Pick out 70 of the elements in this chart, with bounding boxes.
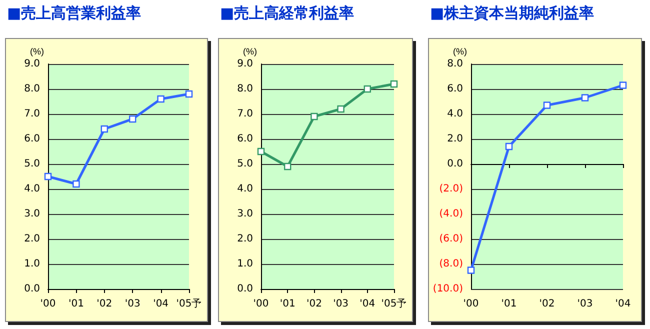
x-tick-label: '03	[577, 298, 593, 310]
y-tick-label: 4.0	[237, 184, 253, 194]
point	[157, 95, 164, 103]
point	[337, 105, 344, 113]
y-tick-label: 2.0	[237, 234, 253, 244]
y-tick-label: (4.0)	[439, 208, 464, 220]
y-tick-label: 4.0	[447, 108, 463, 120]
x-tick-label: '03	[124, 298, 140, 310]
point	[364, 85, 371, 93]
point	[619, 82, 627, 89]
y-tick-label: 8.0	[24, 84, 40, 94]
point	[390, 80, 398, 88]
y-tick-label: 0.0	[447, 158, 463, 170]
x-tick-label: '02	[539, 298, 555, 310]
x-tick-label: '03	[333, 298, 349, 310]
x-tick-label: '04	[615, 298, 631, 310]
x-tick-label: '05予	[176, 298, 202, 310]
y-tick-label: 9.0	[237, 58, 253, 70]
point	[467, 266, 475, 274]
point	[44, 172, 52, 180]
y-tick-label: 8.0	[447, 58, 463, 70]
x-tick-label: '04	[360, 298, 376, 310]
y-axis-title: (%)	[30, 46, 44, 56]
y-tick-label: 7.0	[24, 108, 40, 120]
point	[284, 162, 292, 170]
y-tick-label: 7.0	[237, 108, 253, 120]
y-tick-label: 6.0	[447, 84, 463, 94]
x-tick-label: '01	[280, 298, 296, 310]
x-tick-label: '00	[463, 298, 479, 310]
y-tick-label: 6.0	[24, 134, 40, 144]
y-tick-label: 6.0	[237, 134, 253, 144]
y-tick-label: 0.0	[24, 284, 40, 294]
point	[185, 90, 193, 98]
x-tick-label: '00	[40, 298, 56, 310]
point	[129, 115, 136, 123]
y-tick-label: 3.0	[237, 208, 253, 220]
y-tick-label: 2.0	[24, 234, 40, 244]
point	[581, 94, 589, 102]
y-tick-label: 1.0	[237, 258, 253, 270]
y-axis-title: (%)	[243, 46, 257, 56]
chart-title: ■売上高営業利益率	[7, 4, 142, 23]
y-tick-label: 4.0	[24, 184, 40, 194]
y-tick-label: 5.0	[237, 158, 253, 170]
chart-title: ■売上高経常利益率	[220, 4, 354, 23]
point	[543, 102, 551, 109]
point	[310, 112, 318, 120]
y-tick-label: 5.0	[24, 158, 40, 170]
y-tick-label: 8.0	[237, 84, 253, 94]
x-tick-label: '02	[306, 298, 322, 310]
x-tick-label: '01	[501, 298, 517, 310]
y-tick-label: 2.0	[447, 134, 463, 144]
y-tick-label: (6.0)	[439, 234, 464, 244]
x-tick-label: '02	[96, 298, 112, 310]
y-tick-label: (10.0)	[432, 284, 464, 294]
y-tick-label: (8.0)	[439, 258, 464, 270]
chart-title: ■株主資本当期純利益率	[430, 4, 594, 23]
point	[100, 125, 108, 133]
y-tick-label: 3.0	[24, 208, 40, 220]
x-tick-label: '05予	[381, 298, 407, 310]
y-tick-label: 0.0	[237, 284, 253, 294]
point	[505, 142, 513, 150]
y-tick-label: 9.0	[24, 58, 40, 70]
y-tick-label: (2.0)	[439, 184, 464, 194]
x-tick-label: '00	[253, 298, 269, 310]
point	[72, 180, 80, 188]
y-tick-label: 1.0	[24, 258, 40, 270]
y-axis-title: (%)	[453, 46, 467, 56]
x-tick-label: '04	[153, 298, 169, 310]
point	[257, 148, 265, 156]
x-tick-label: '01	[68, 298, 84, 310]
